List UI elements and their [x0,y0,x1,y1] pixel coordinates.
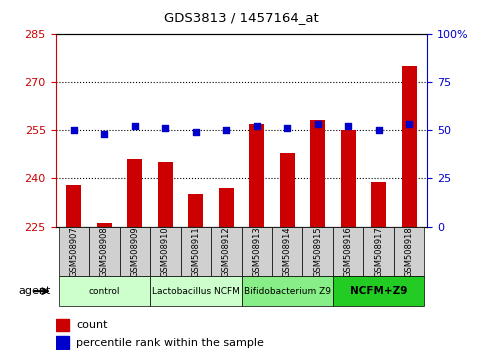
FancyBboxPatch shape [120,227,150,276]
Bar [310,120,326,227]
Text: GSM508912: GSM508912 [222,226,231,277]
Text: Bifidobacterium Z9: Bifidobacterium Z9 [244,287,331,296]
Bar [97,223,112,227]
Bar [66,185,82,227]
FancyBboxPatch shape [181,227,211,276]
FancyBboxPatch shape [150,276,242,306]
FancyBboxPatch shape [242,276,333,306]
FancyBboxPatch shape [58,227,89,276]
Text: NCFM+Z9: NCFM+Z9 [350,286,407,296]
Point [131,124,139,129]
Bar [371,182,386,227]
Point [314,121,322,127]
Point [161,125,169,131]
Bar [401,66,417,227]
Text: GSM508907: GSM508907 [70,226,78,277]
FancyBboxPatch shape [211,227,242,276]
FancyBboxPatch shape [242,227,272,276]
Text: GDS3813 / 1457164_at: GDS3813 / 1457164_at [164,11,319,24]
Bar [219,188,234,227]
Point [253,124,261,129]
Text: control: control [88,287,120,296]
Bar [56,319,69,331]
Point [222,127,230,133]
FancyBboxPatch shape [394,227,425,276]
Bar [127,159,142,227]
Bar [56,336,69,349]
Bar [280,153,295,227]
FancyBboxPatch shape [333,276,425,306]
Point [375,127,383,133]
Bar [341,130,356,227]
Text: GSM508916: GSM508916 [344,226,353,277]
FancyBboxPatch shape [302,227,333,276]
Point [344,124,352,129]
Point [100,131,108,137]
Bar [188,194,203,227]
Text: GSM508917: GSM508917 [374,226,383,277]
Text: GSM508910: GSM508910 [161,226,170,277]
Text: GSM508913: GSM508913 [252,226,261,277]
Point [70,127,78,133]
FancyBboxPatch shape [58,276,150,306]
Text: count: count [76,320,108,330]
Point [284,125,291,131]
FancyBboxPatch shape [89,227,120,276]
Text: GSM508908: GSM508908 [100,226,109,277]
Text: percentile rank within the sample: percentile rank within the sample [76,338,264,348]
FancyBboxPatch shape [363,227,394,276]
Text: GSM508911: GSM508911 [191,226,200,277]
Text: GSM508918: GSM508918 [405,226,413,277]
Text: agent: agent [18,286,51,296]
Text: GSM508914: GSM508914 [283,226,292,277]
Point [192,129,199,135]
Text: GSM508909: GSM508909 [130,226,139,277]
Bar [249,124,264,227]
Text: GSM508915: GSM508915 [313,226,322,277]
Point [405,121,413,127]
FancyBboxPatch shape [333,227,363,276]
FancyBboxPatch shape [150,227,181,276]
Bar [157,162,173,227]
FancyBboxPatch shape [272,227,302,276]
Text: Lactobacillus NCFM: Lactobacillus NCFM [152,287,240,296]
